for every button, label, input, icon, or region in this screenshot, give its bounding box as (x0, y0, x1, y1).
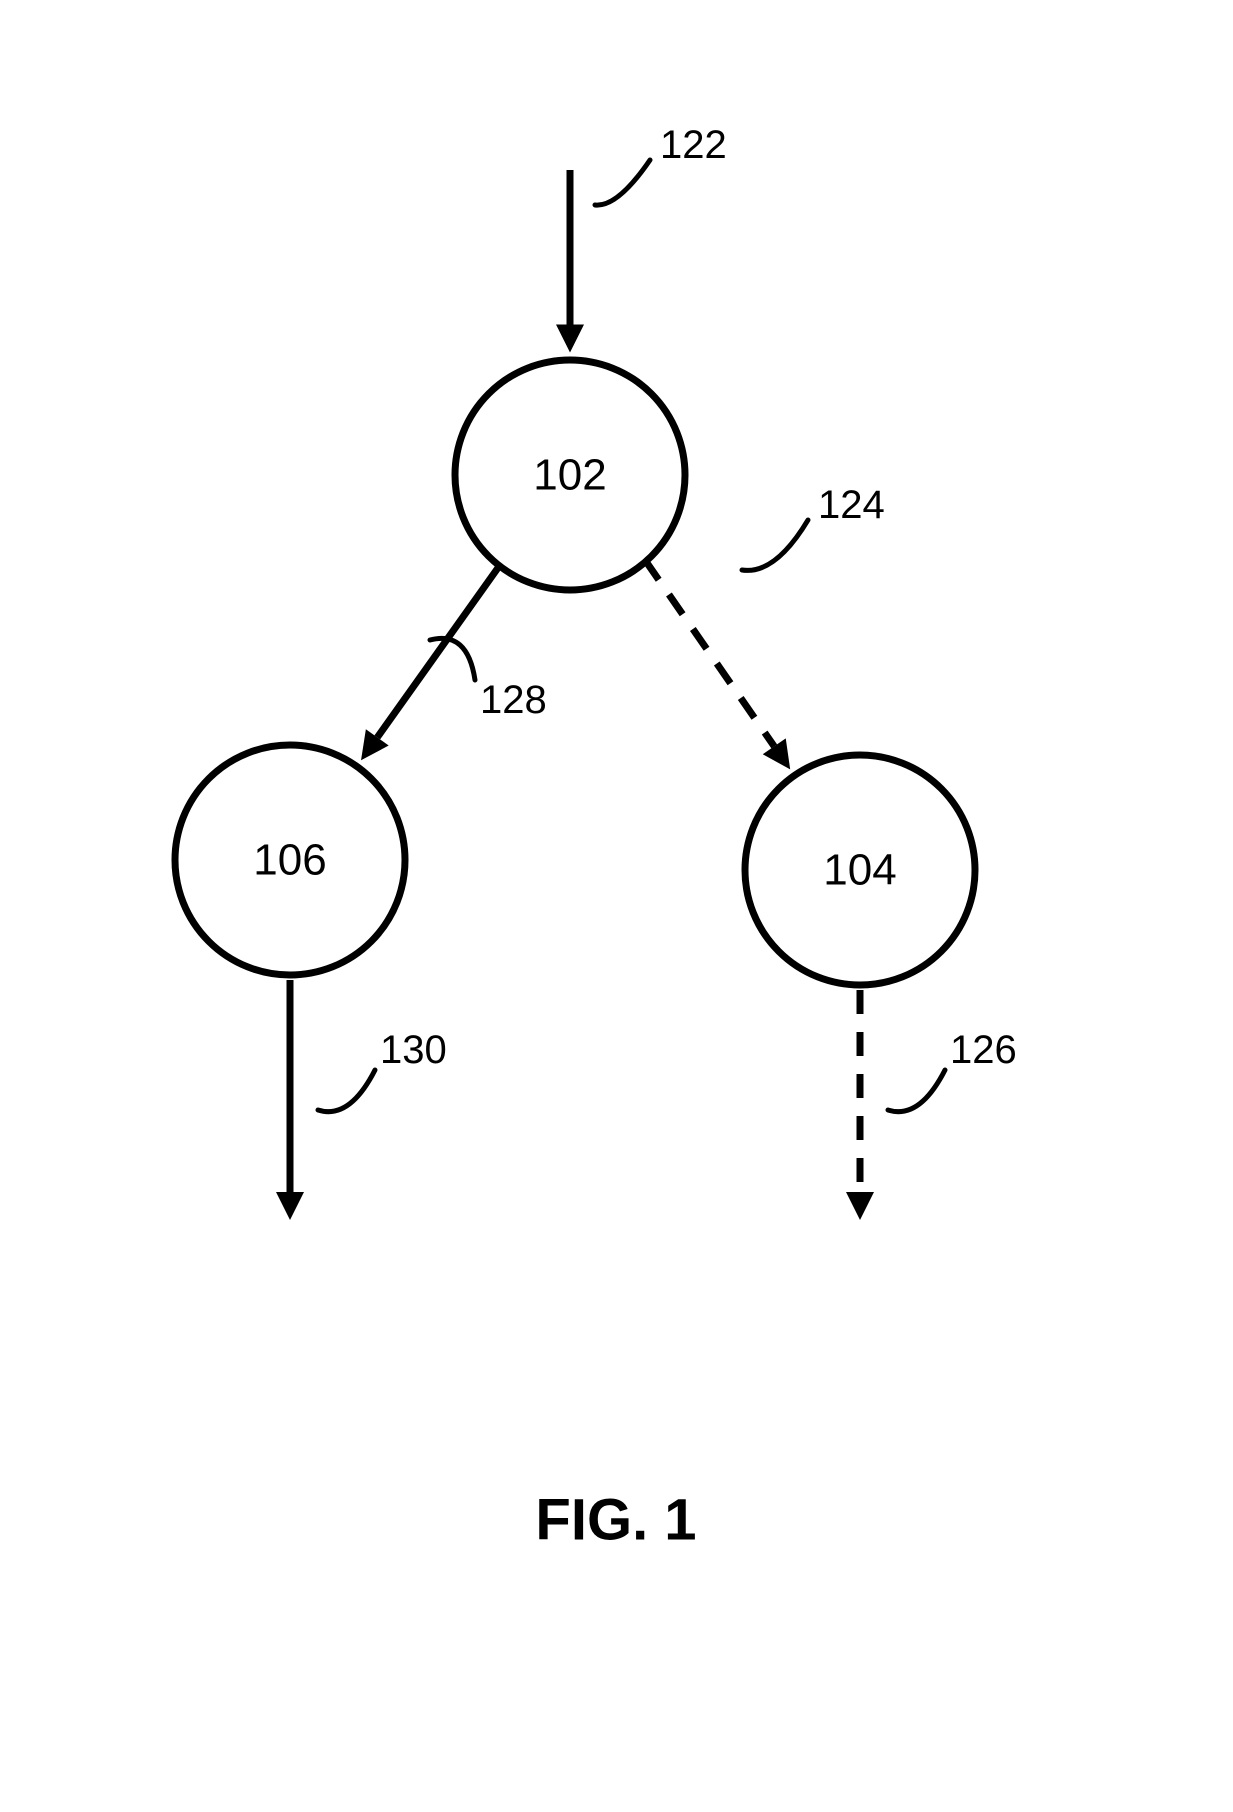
edge-e126-arrowhead (846, 1192, 874, 1220)
nodes-layer: 102 106 104 (175, 360, 975, 985)
ref-r130-leader (318, 1070, 375, 1112)
edge-e130-arrowhead (276, 1192, 304, 1220)
ref-r128: 128 (430, 638, 547, 722)
ref-r124-leader (742, 520, 808, 570)
edge-e124-line (645, 560, 774, 746)
ref-r122-leader (595, 160, 650, 205)
node-n106-label: 106 (253, 836, 326, 885)
ref-r126-leader (888, 1070, 945, 1112)
edge-e124-arrowhead (763, 738, 790, 769)
ref-r130: 130 (318, 1028, 447, 1112)
ref-r126: 126 (888, 1028, 1017, 1112)
ref-r130-label: 130 (380, 1028, 447, 1072)
ref-r124-label: 124 (818, 483, 885, 527)
ref-r122: 122 (595, 123, 727, 205)
diagram-canvas: 102 106 104 122 124 128 130 126 FIG. 1 (0, 0, 1233, 1812)
ref-r122-label: 122 (660, 123, 727, 167)
node-n102-label: 102 (533, 451, 606, 500)
node-n102: 102 (455, 360, 685, 590)
edge-e122-arrowhead (556, 325, 584, 353)
figure-caption: FIG. 1 (535, 1488, 696, 1553)
edges-layer (276, 170, 874, 1220)
ref-r128-label: 128 (480, 678, 547, 722)
edge-e128-arrowhead (361, 729, 389, 760)
ref-r126-label: 126 (950, 1028, 1017, 1072)
node-n104: 104 (745, 755, 975, 985)
diagram-svg: 102 106 104 122 124 128 130 126 FIG. 1 (0, 0, 1233, 1812)
ref-r124: 124 (742, 483, 885, 570)
node-n104-label: 104 (823, 846, 896, 895)
node-n106: 106 (175, 745, 405, 975)
